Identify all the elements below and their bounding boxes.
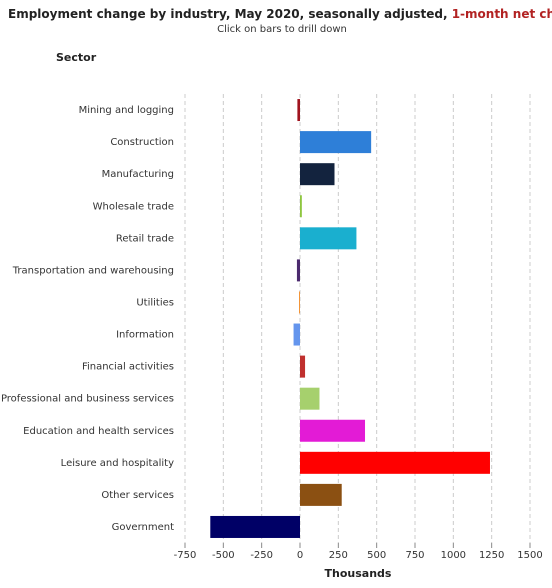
y-tick-label: Financial activities [82, 362, 174, 373]
y-tick-label: Manufacturing [102, 169, 174, 180]
y-tick-label: Other services [101, 490, 174, 501]
x-tick-label: 1250 [479, 550, 504, 561]
bar[interactable] [300, 131, 372, 154]
y-tick-label: Professional and business services [1, 394, 174, 405]
bar[interactable] [210, 515, 300, 538]
x-tick-label: 1500 [517, 550, 542, 561]
title-highlight: 1-month net change [452, 7, 552, 21]
x-axis-title: Thousands [325, 567, 392, 580]
bar[interactable] [300, 355, 306, 378]
y-tick-label: Utilities [136, 297, 174, 308]
subtitle: Click on bars to drill down [217, 24, 347, 35]
x-tick-label: 1000 [441, 550, 466, 561]
bar[interactable] [300, 387, 320, 410]
title-main: Employment change by industry, May 2020,… [8, 7, 452, 21]
y-axis-title: Sector [56, 51, 97, 64]
bar[interactable] [300, 419, 366, 442]
bar[interactable] [297, 99, 300, 122]
y-tick-label: Education and health services [23, 426, 174, 437]
bar[interactable] [300, 227, 357, 250]
x-tick-label: 250 [329, 550, 348, 561]
chart-title: Employment change by industry, May 2020,… [8, 7, 552, 21]
y-tick-label: Information [116, 330, 174, 341]
y-tick-label: Construction [110, 137, 174, 148]
x-tick-label: -500 [212, 550, 235, 561]
x-tick-label: 750 [405, 550, 424, 561]
y-tick-label: Government [112, 522, 174, 533]
y-tick-label: Leisure and hospitality [61, 458, 174, 469]
y-tick-label: Retail trade [116, 233, 174, 244]
bar[interactable] [299, 291, 300, 314]
bar[interactable] [296, 259, 300, 282]
y-tick-label: Mining and logging [79, 105, 174, 116]
x-tick-label: -250 [250, 550, 273, 561]
bar[interactable] [300, 163, 335, 186]
bar[interactable] [300, 195, 302, 218]
bar[interactable] [300, 451, 490, 474]
x-tick-label: -750 [174, 550, 197, 561]
x-tick-label: 0 [297, 550, 303, 561]
y-tick-label: Transportation and warehousing [12, 265, 174, 276]
y-tick-label: Wholesale trade [93, 201, 174, 212]
bar[interactable] [300, 483, 342, 506]
bar[interactable] [293, 323, 300, 346]
x-tick-label: 500 [367, 550, 386, 561]
